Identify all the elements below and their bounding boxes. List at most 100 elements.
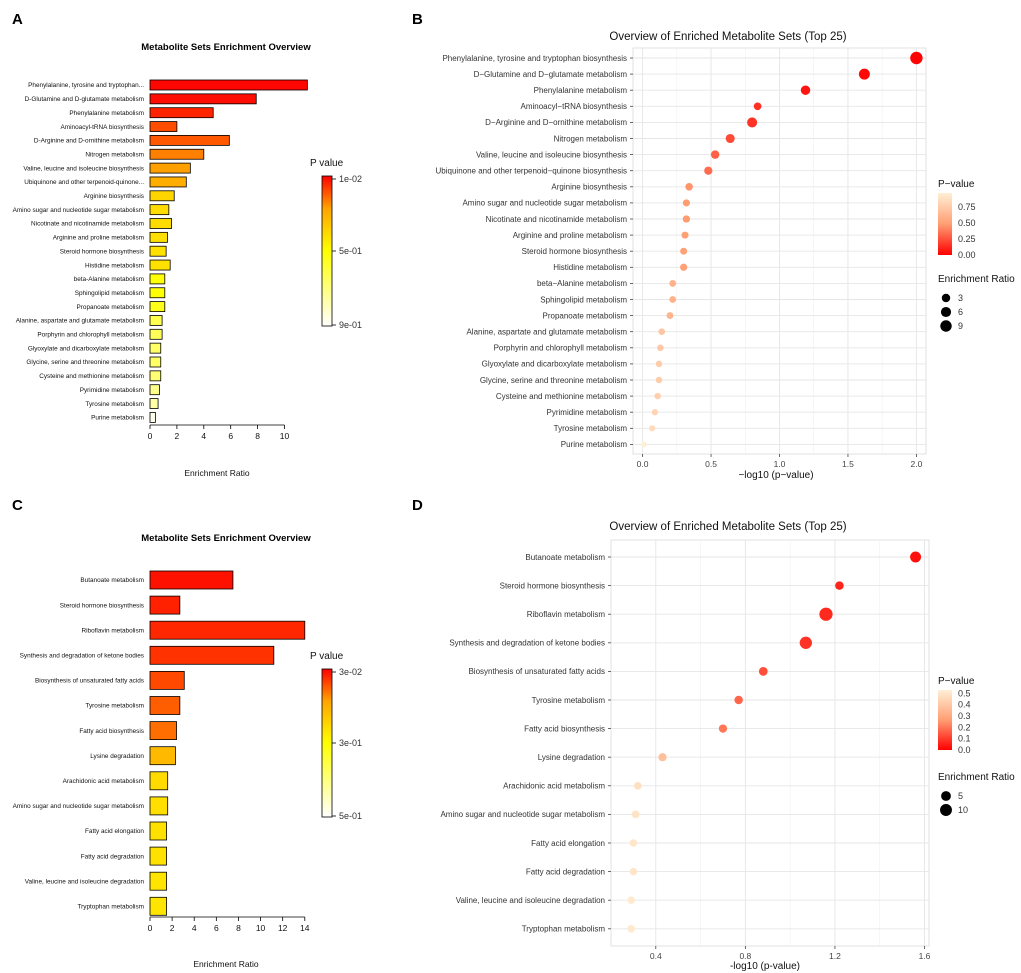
x-tick-label: 1.5	[842, 459, 854, 469]
bar	[149, 645, 275, 665]
bar	[149, 107, 214, 119]
legend-label: 0.75	[958, 202, 976, 212]
chart-c: 0 2 4 6 8 10 12 14 Butanoate metabolism Steroid h…	[13, 570, 362, 933]
x-tick-label: 0.5	[705, 459, 717, 469]
legend-label: 5e-01	[339, 246, 362, 256]
category-label: Tryptophan metabolism	[522, 925, 606, 934]
bar	[149, 595, 181, 615]
category-label: Arachidonic acid metabolism	[63, 778, 144, 785]
category-label: Riboflavin metabolism	[527, 610, 606, 619]
chart-d: 0.4 0.8 1.2 1.6 Butanoate metabolism Steroid …	[440, 539, 1015, 961]
legend-colorbar	[321, 668, 333, 818]
x-tick-label: 0.4	[650, 951, 662, 961]
size-legend-dot	[940, 804, 952, 816]
legend-colorbar	[938, 193, 952, 255]
chart-d-xlabel: -log10 (p-value)	[730, 961, 800, 972]
bar	[149, 176, 187, 188]
category-label: Butanoate metabolism	[525, 553, 605, 562]
x-tick-label: 0	[148, 923, 153, 933]
category-label: Histidine metabolism	[85, 262, 144, 269]
size-legend-title: Enrichment Ratio	[938, 274, 1015, 285]
x-tick-label: 10	[256, 923, 266, 933]
category-label: Fatty acid biosynthesis	[79, 728, 144, 735]
x-tick-label: 4	[201, 431, 206, 441]
x-tick-label: 10	[280, 431, 290, 441]
category-label: Phenylalanine, tyrosine and tryptophan..…	[28, 82, 144, 89]
category-label: Valine, leucine and isoleucine biosynthe…	[23, 165, 144, 172]
x-tick-label: 6	[228, 431, 233, 441]
legend-label: 0.2	[958, 722, 971, 732]
category-label: D-Glutamine and D-glutamate metabolism	[25, 96, 144, 103]
size-legend-label: 5	[958, 791, 963, 801]
data-point	[704, 166, 713, 175]
panel-label-d: D	[412, 497, 423, 514]
data-point	[629, 839, 638, 847]
bar	[149, 273, 166, 285]
category-label: beta-Alanine metabolism	[74, 276, 144, 283]
bar	[149, 846, 167, 866]
chart-d-title: Overview of Enriched Metabolite Sets (To…	[609, 521, 846, 533]
data-point	[725, 133, 735, 144]
bar	[149, 148, 205, 160]
category-label: Valine, leucine and isoleucine degradati…	[25, 878, 145, 885]
bar	[149, 398, 159, 409]
category-label: Biosynthesis of unsaturated fatty acids	[35, 678, 144, 685]
category-label: Porphyrin and chlorophyll metabolism	[494, 344, 628, 353]
legend-label: 0.25	[958, 234, 976, 244]
bar	[149, 259, 171, 271]
legend-title: P−value	[938, 179, 975, 190]
data-point	[819, 607, 833, 621]
legend-title: P−value	[938, 676, 975, 687]
category-label: D−Arginine and D−ornithine metabolism	[485, 118, 627, 127]
data-point	[858, 68, 870, 80]
legend-label: 0.0	[958, 745, 971, 755]
data-point	[651, 409, 659, 416]
category-label: Synthesis and degradation of ketone bodi…	[449, 639, 605, 648]
category-label: Phenylalanine, tyrosine and tryptophan b…	[442, 54, 627, 63]
category-label: Propanoate metabolism	[77, 304, 145, 311]
data-point	[799, 636, 812, 649]
data-point	[680, 247, 688, 255]
data-point	[680, 263, 688, 271]
legend-label: 0.3	[958, 711, 971, 721]
bar	[149, 79, 308, 91]
category-label: Ubiquinone and other terpenoid-quinone..…	[24, 179, 144, 186]
data-point	[718, 724, 728, 733]
legend-title: P value	[310, 158, 344, 169]
category-label: Tyrosine metabolism	[85, 703, 144, 710]
category-label: Purine metabolism	[91, 415, 144, 422]
data-point	[758, 667, 768, 676]
legend-label: 0.50	[958, 218, 976, 228]
category-label: Amino sugar and nucleotide sugar metabol…	[462, 199, 627, 208]
bar	[149, 721, 177, 740]
bar	[149, 93, 257, 105]
size-legend-label: 6	[958, 307, 963, 317]
x-tick-label: 14	[300, 923, 310, 933]
x-tick-label: 8	[236, 923, 241, 933]
data-point	[681, 231, 689, 239]
category-label: Fatty acid elongation	[85, 828, 144, 835]
category-label: Phenylalanine metabolism	[534, 86, 628, 95]
x-tick-label: 1.2	[829, 951, 841, 961]
data-point	[685, 183, 693, 191]
data-point	[658, 328, 666, 336]
panel-label-c: C	[12, 497, 23, 514]
chart-a-xlabel: Enrichment Ratio	[184, 468, 249, 478]
category-label: Amino sugar and nucleotide sugar metabol…	[13, 803, 144, 810]
x-tick-label: 4	[192, 923, 197, 933]
data-point	[753, 102, 762, 111]
data-point	[666, 312, 674, 320]
category-label: Tyrosine metabolism	[554, 424, 628, 433]
category-label: Fatty acid degradation	[526, 867, 605, 876]
data-point	[910, 551, 922, 563]
bar	[149, 671, 185, 690]
category-label: Amino sugar and nucleotide sugar metabol…	[13, 207, 144, 214]
bar	[149, 771, 169, 791]
category-label: Arginine and proline metabolism	[53, 235, 144, 242]
x-tick-label: 12	[278, 923, 288, 933]
data-point	[629, 867, 638, 876]
chart-b-title: Overview of Enriched Metabolite Sets (To…	[609, 31, 846, 43]
category-label: Steroid hormone biosynthesis	[60, 248, 144, 255]
bar	[149, 746, 176, 766]
category-label: Arginine biosynthesis	[84, 193, 144, 200]
